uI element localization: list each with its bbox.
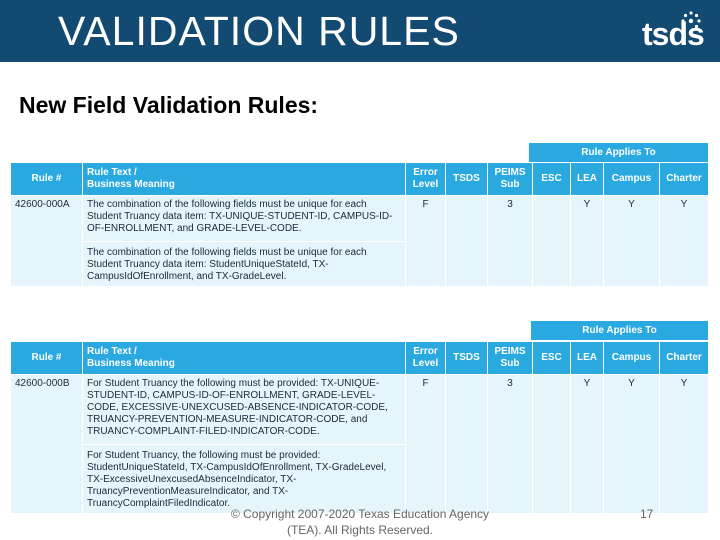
col-tsds: TSDS xyxy=(445,341,488,375)
col-peims-line1: PEIMS xyxy=(494,167,526,178)
charter-value: Y xyxy=(659,195,709,287)
rule-text-alt: The combination of the following fields … xyxy=(83,241,405,283)
page-number: 17 xyxy=(640,507,654,521)
col-rule-text: Rule Text / Business Meaning xyxy=(82,162,406,196)
col-rule-text: Rule Text / Business Meaning xyxy=(82,341,406,375)
error-level: F xyxy=(405,195,446,287)
rule-text: The combination of the following fields … xyxy=(82,195,406,287)
rule-applies-to-header: Rule Applies To xyxy=(529,143,708,162)
lea-value: Y xyxy=(570,195,604,287)
esc-value xyxy=(532,195,571,287)
rule-text-main: The combination of the following fields … xyxy=(87,199,393,234)
col-tsds: TSDS xyxy=(445,162,488,196)
page-title: VALIDATION RULES xyxy=(58,8,460,54)
col-lea: LEA xyxy=(570,341,604,375)
col-esc: ESC xyxy=(532,341,571,375)
table-row: 42600-000A The combination of the follow… xyxy=(10,195,709,287)
col-campus: Campus xyxy=(603,341,660,375)
campus-value: Y xyxy=(603,195,660,287)
rule-number: 42600-000B xyxy=(10,374,83,514)
col-rule-text-line2: Business Meaning xyxy=(87,179,175,190)
col-lea: LEA xyxy=(570,162,604,196)
col-esc: ESC xyxy=(532,162,571,196)
rule-text-alt: For Student Truancy, the following must … xyxy=(83,444,405,510)
col-charter: Charter xyxy=(659,341,709,375)
col-peims-line2: Sub xyxy=(500,179,520,190)
logo-text: tsds xyxy=(642,16,705,52)
col-error-level-line1: Error xyxy=(413,167,438,178)
col-peims-line2: Sub xyxy=(500,358,520,369)
col-error-level-line2: Level xyxy=(412,358,439,369)
col-peims-sub: PEIMS Sub xyxy=(487,162,533,196)
rule-number: 42600-000A xyxy=(10,195,83,287)
esc-value xyxy=(532,374,571,514)
table-header-row: Rule # Rule Text / Business Meaning Error… xyxy=(10,341,709,375)
col-error-level-line1: Error xyxy=(413,346,438,357)
col-campus: Campus xyxy=(603,162,660,196)
rule-text: For Student Truancy the following must b… xyxy=(82,374,406,514)
rules-table-1: Rule # Rule Text / Business Meaning Error… xyxy=(10,162,709,287)
col-rule-text-line2: Business Meaning xyxy=(87,358,175,369)
col-error-level: Error Level xyxy=(405,162,446,196)
col-rule-num: Rule # xyxy=(10,341,83,375)
col-peims-line1: PEIMS xyxy=(494,346,526,357)
col-rule-text-line1: Rule Text / xyxy=(87,167,137,178)
rule-applies-to-header: Rule Applies To xyxy=(531,321,708,340)
col-rule-num: Rule # xyxy=(10,162,83,196)
tsds-logo: tsds xyxy=(642,11,712,52)
peims-sub-value: 3 xyxy=(487,374,533,514)
peims-sub-value: 3 xyxy=(487,195,533,287)
logo-dots-icon xyxy=(681,11,701,29)
lea-value: Y xyxy=(570,374,604,514)
charter-value: Y xyxy=(659,374,709,514)
error-level: F xyxy=(405,374,446,514)
rules-table-2: Rule # Rule Text / Business Meaning Error… xyxy=(10,341,709,514)
table-row: 42600-000B For Student Truancy the follo… xyxy=(10,374,709,514)
copyright-footer: © Copyright 2007-2020 Texas Education Ag… xyxy=(230,507,490,537)
col-error-level: Error Level xyxy=(405,341,446,375)
tsds-value xyxy=(445,374,488,514)
col-error-level-line2: Level xyxy=(412,179,439,190)
rule-text-main: For Student Truancy the following must b… xyxy=(87,378,388,437)
section-heading: New Field Validation Rules: xyxy=(19,92,319,118)
col-charter: Charter xyxy=(659,162,709,196)
title-bar: VALIDATION RULES tsds xyxy=(0,0,720,62)
table-header-row: Rule # Rule Text / Business Meaning Error… xyxy=(10,162,709,196)
col-peims-sub: PEIMS Sub xyxy=(487,341,533,375)
tsds-value xyxy=(445,195,488,287)
campus-value: Y xyxy=(603,374,660,514)
col-rule-text-line1: Rule Text / xyxy=(87,346,137,357)
